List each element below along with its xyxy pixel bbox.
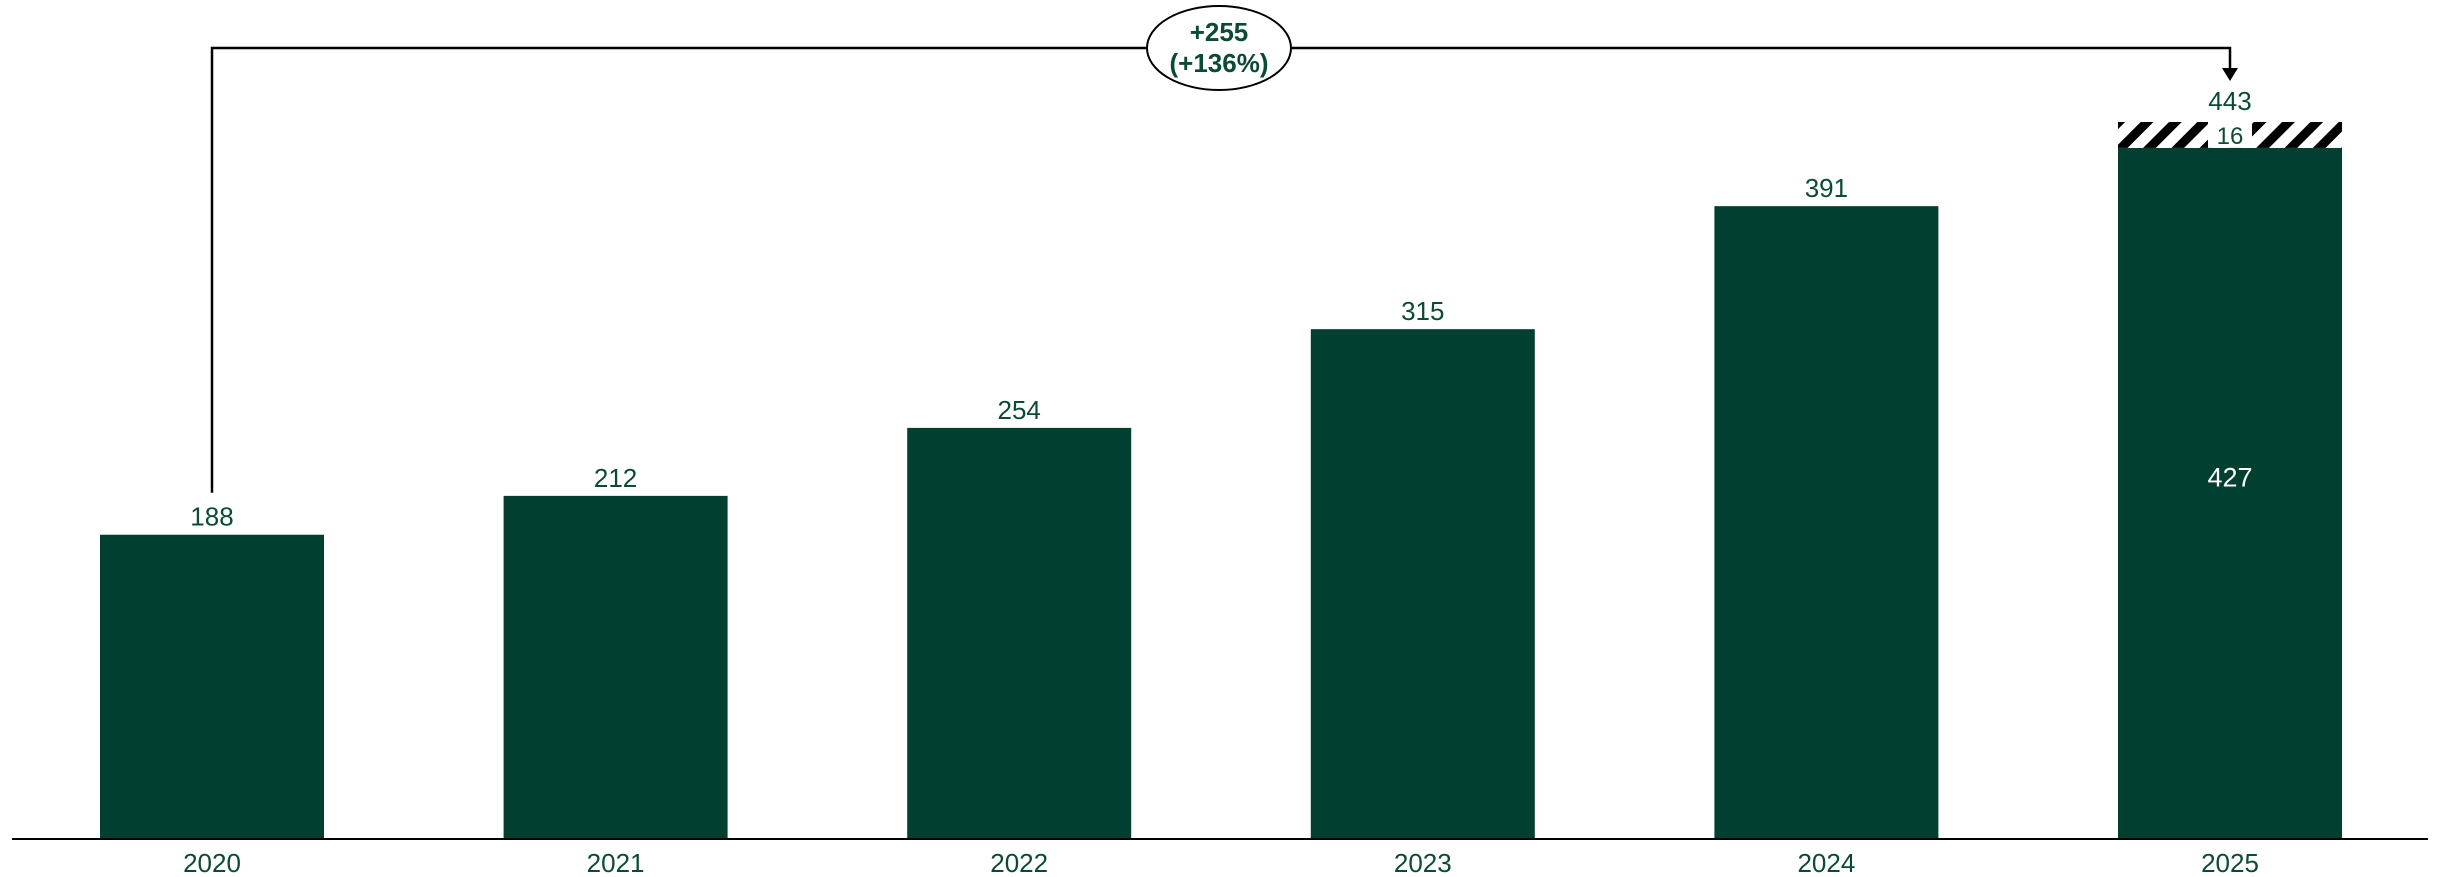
bar-2024: [1714, 206, 1939, 839]
increment-label-2025: 16: [2217, 123, 2244, 150]
x-tick-label-2021: 2021: [587, 848, 645, 877]
base-label-2025: 427: [2207, 462, 2252, 492]
x-tick-label-2025: 2025: [2201, 848, 2259, 877]
bar-2021: [503, 495, 728, 839]
callout-arrowhead: [2222, 68, 2238, 81]
callout-percent-change: (+136%): [1170, 48, 1269, 78]
callout-absolute-change: +255: [1190, 17, 1249, 47]
value-label-2024: 391: [1805, 173, 1848, 203]
increment-label-background: [2208, 122, 2252, 148]
value-label-2023: 315: [1401, 296, 1444, 326]
x-tick-label-2022: 2022: [990, 848, 1048, 877]
growth-callout: +255 (+136%): [210, 5, 2238, 493]
bar-2020: [100, 534, 324, 839]
value-label-2022: 254: [998, 395, 1041, 425]
callout-bubble: [1146, 5, 1292, 91]
x-tick-label-2023: 2023: [1394, 848, 1452, 877]
value-label-2020: 188: [190, 502, 233, 532]
bar-2022: [907, 427, 1132, 839]
bar-2025-base: [2118, 147, 2342, 839]
x-tick-label-2024: 2024: [1797, 848, 1855, 877]
bar-2023: [1310, 329, 1535, 839]
value-label-2021: 212: [594, 463, 637, 493]
x-tick-label-2020: 2020: [183, 848, 241, 877]
value-label-2025: 443: [2208, 86, 2251, 116]
